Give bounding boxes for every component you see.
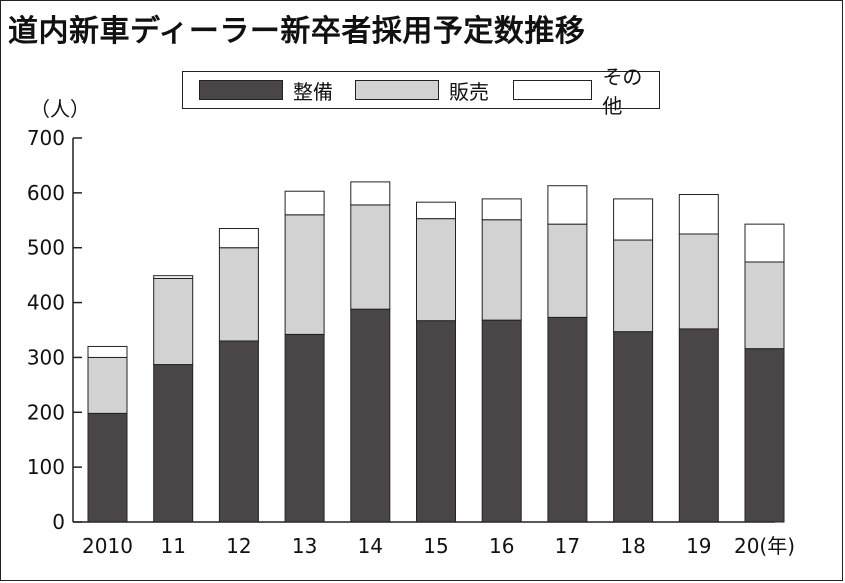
bar-segment-sales: [481, 219, 522, 321]
x-tick-label: 13: [292, 534, 317, 558]
legend-label-maintenance: 整備: [293, 79, 333, 104]
legend-item-sales: 販売: [355, 72, 489, 108]
bar-segment-maintenance: [350, 308, 391, 523]
chart-title: 道内新車ディーラー新卒者採用予定数推移: [8, 14, 586, 49]
bar-segment-maintenance: [613, 331, 654, 523]
bar-segment-maintenance: [678, 328, 719, 523]
x-tick-label: 15: [423, 534, 448, 558]
bar-segment-maintenance: [284, 333, 325, 523]
legend-label-other: その他: [602, 65, 643, 118]
bar-segment-other: [153, 275, 194, 279]
x-tick-label: 14: [358, 534, 383, 558]
bar-segment-sales: [416, 218, 456, 322]
bar-segment-other: [481, 198, 522, 221]
bar-segment-other: [613, 198, 654, 241]
bar-segment-maintenance: [87, 412, 128, 523]
legend-swatch-sales: [355, 80, 439, 100]
x-tick-label: 16: [489, 534, 514, 558]
bar-segment-other: [678, 194, 719, 235]
y-tick-label: 300: [27, 345, 65, 369]
bar-segment-sales: [678, 233, 719, 330]
bar-segment-maintenance: [481, 319, 522, 523]
x-tick-label: 20(年): [734, 534, 795, 558]
bar-segment-sales: [613, 239, 654, 333]
y-tick-label: 100: [27, 455, 65, 479]
bar-segment-other: [547, 185, 588, 225]
y-tick-label: 0: [52, 510, 65, 534]
y-axis-unit: （人）: [30, 97, 90, 121]
legend: 整備 販売 その他: [182, 65, 660, 118]
bar-segment-other: [744, 223, 785, 263]
bar-segment-sales: [744, 261, 785, 350]
y-tick-label: 200: [27, 400, 65, 424]
bar-segment-maintenance: [218, 340, 259, 523]
bar-segment-maintenance: [416, 320, 456, 523]
legend-item-maintenance: 整備: [199, 72, 333, 108]
bar-segment-maintenance: [547, 316, 588, 523]
legend-swatch-maintenance: [199, 80, 283, 100]
bar-segment-other: [416, 201, 456, 220]
x-tick-label: 18: [620, 534, 645, 558]
bar-segment-sales: [218, 247, 259, 342]
bar-segment-maintenance: [153, 364, 194, 523]
bar-segment-other: [284, 190, 325, 216]
y-tick-label: 700: [27, 126, 65, 150]
bar-segment-sales: [284, 214, 325, 335]
x-tick-label: 11: [160, 534, 185, 558]
bar-segment-sales: [547, 223, 588, 318]
y-tick-label: 500: [27, 236, 65, 260]
bar-segment-maintenance: [744, 348, 785, 523]
x-tick-label: 2010: [82, 534, 133, 558]
legend-label-sales: 販売: [449, 79, 489, 104]
x-tick-label: 12: [226, 534, 251, 558]
x-tick-label: 19: [686, 534, 711, 558]
x-tick-label: 17: [555, 534, 580, 558]
bar-segment-other: [218, 228, 259, 249]
legend-swatch-other: [513, 80, 593, 100]
bar-segment-other: [350, 181, 391, 206]
y-tick-label: 600: [27, 181, 65, 205]
bar-segment-sales: [350, 204, 391, 310]
legend-item-other: その他: [513, 65, 659, 118]
bar-segment-other: [87, 345, 128, 358]
bar-segment-sales: [153, 277, 194, 366]
y-tick-label: 400: [27, 291, 65, 315]
bar-segment-sales: [87, 356, 128, 414]
